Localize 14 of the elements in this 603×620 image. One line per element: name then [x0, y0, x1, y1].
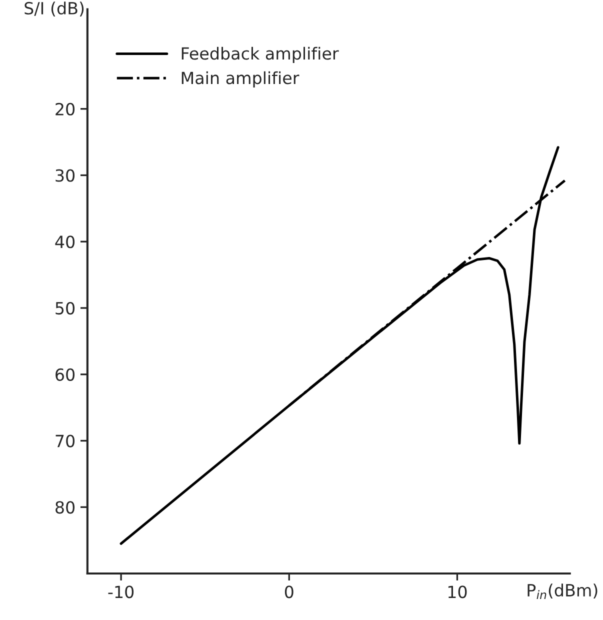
y-tick-label: 80 [56, 501, 75, 514]
y-tick-label: 20 [56, 102, 75, 116]
x-tick-label: -10 [108, 586, 134, 598]
x-tick-label: 0 [284, 586, 294, 598]
legend-label: Feedback amplifier [182, 46, 339, 63]
y-tick-label: 50 [56, 302, 75, 315]
y-tick-label: 30 [56, 169, 75, 182]
y-tick-label: 60 [56, 368, 75, 381]
x-axis-title: P$_{in}$(dBm) [528, 584, 598, 600]
y-tick-label: 70 [56, 434, 75, 448]
y-axis-title: S/I (dB) [24, 2, 84, 16]
legend-label: Main amplifier [182, 71, 300, 88]
y-tick-label: 40 [55, 236, 75, 248]
x-tick-label: 10 [448, 586, 467, 598]
